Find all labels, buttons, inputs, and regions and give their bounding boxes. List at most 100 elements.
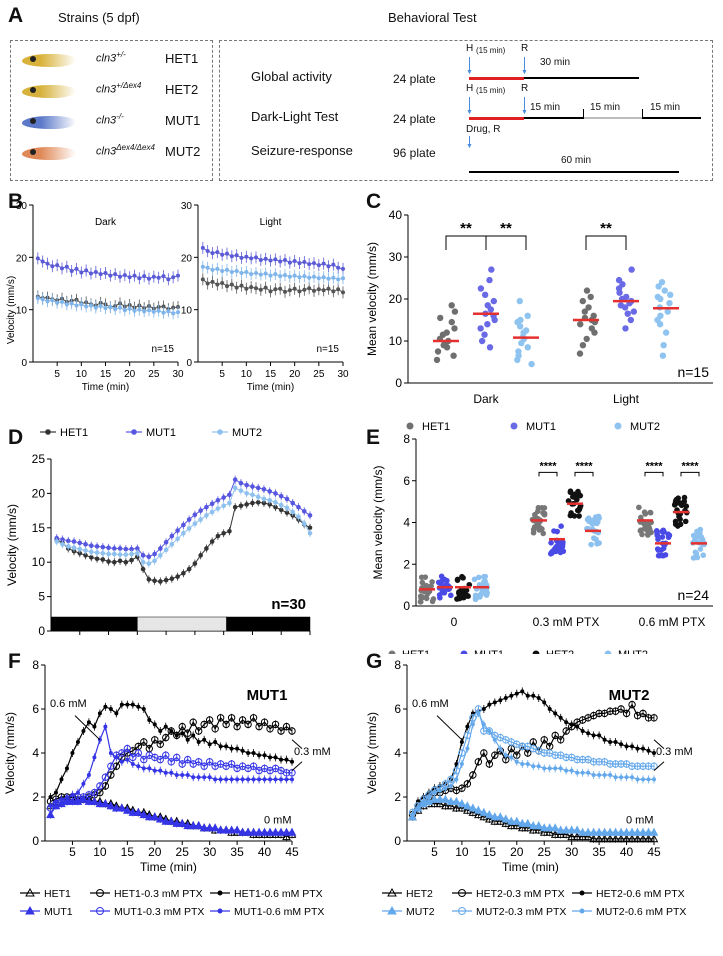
data-point [660,552,666,559]
x-axis-label: Time (min) [140,860,197,874]
data-point [122,273,127,278]
data-point [490,812,500,821]
data-point [267,489,273,494]
data-point [133,807,143,816]
data-point [438,578,445,585]
data-point [557,549,564,556]
data-point [287,260,292,265]
data-point [129,557,134,563]
data-point [484,302,491,309]
data-point [536,764,541,769]
data-point [616,827,626,836]
data-point [196,775,201,780]
data-point [660,342,667,349]
data-point [478,337,486,345]
data-point [221,503,226,509]
data-point [227,492,232,498]
y-tick-label: 0 [403,599,410,613]
data-point [220,280,225,285]
data-point [282,827,291,836]
y-axis-label: Velocity (mm/s) [365,712,379,794]
data-point [213,777,218,782]
data-point [232,504,238,510]
data-point [198,517,203,522]
recording-label: R [521,83,529,94]
data-point [215,266,220,271]
data-point [146,561,152,566]
data-point [578,827,587,836]
h-arrow [469,57,470,71]
data-point [410,812,415,817]
data-point [518,742,526,751]
annotation-mid: 0.3 mM [656,746,693,758]
data-point [469,771,477,779]
data-point [260,718,269,726]
data-point [180,731,185,736]
light-dark-bar-dark [50,616,138,632]
data-point [312,261,316,266]
data-point [287,288,292,293]
data-point [498,746,503,751]
data-point [476,574,482,581]
data-point [534,825,544,834]
data-point [528,825,538,834]
data-point [147,766,152,771]
data-point [55,263,60,268]
data-point [118,274,122,279]
data-point [658,279,666,286]
x-tick-label: 15 [483,845,497,859]
legend-marker [460,650,468,654]
legend-label: HET2-0.3 mM PTX [476,888,565,900]
data-point [659,534,666,540]
data-point [429,579,435,585]
x-axis-label: Time (min) [502,860,559,874]
data-point [108,707,113,711]
data-point [597,733,602,738]
data-point [677,500,684,507]
data-point [186,517,192,522]
chart-g: 0 2 4 6 8 5 10 15 20 25 30 35 40 45 Velocity (mm/s) Tim… [365,658,693,918]
y-axis-label: Mean velocity (mm/s) [365,242,379,356]
data-point [458,784,466,792]
data-point [122,805,132,814]
data-point [429,598,436,605]
data-point [451,308,459,315]
data-point [617,302,625,309]
data-point [542,700,547,705]
data-point [697,546,704,552]
data-point [540,749,548,757]
y-tick-label: 0 [32,834,39,848]
data-point [458,749,466,757]
y-tick-label: 5 [38,590,45,604]
data-point [630,744,635,749]
data-point [81,729,86,733]
data-point [227,760,236,768]
data-point [268,755,273,760]
data-point [331,275,336,280]
data-point [550,823,560,832]
data-point [45,299,50,304]
group-label: 0.6 mM PTX [639,615,706,629]
data-point [622,827,631,836]
data-point [118,749,126,757]
data-point [558,715,563,720]
data-point [112,551,117,557]
data-point [249,762,258,770]
facet-title: Dark [95,217,117,228]
data-point [205,716,214,724]
data-point [492,737,497,742]
x-tick-label: 10 [93,845,107,859]
data-point [561,825,571,834]
data-point [288,727,296,735]
data-point [262,753,267,758]
data-point [624,310,631,317]
data-point [630,775,635,780]
legend-marker [604,650,612,654]
genotype-label: cln3Δex4/Δex4 [96,143,155,158]
segment-label: 60 min [561,155,592,166]
panel-letter-g: G [366,650,383,673]
x-tick-label: 15 [265,369,277,380]
data-point [152,551,157,557]
data-point [202,775,207,780]
data-point [630,308,638,315]
